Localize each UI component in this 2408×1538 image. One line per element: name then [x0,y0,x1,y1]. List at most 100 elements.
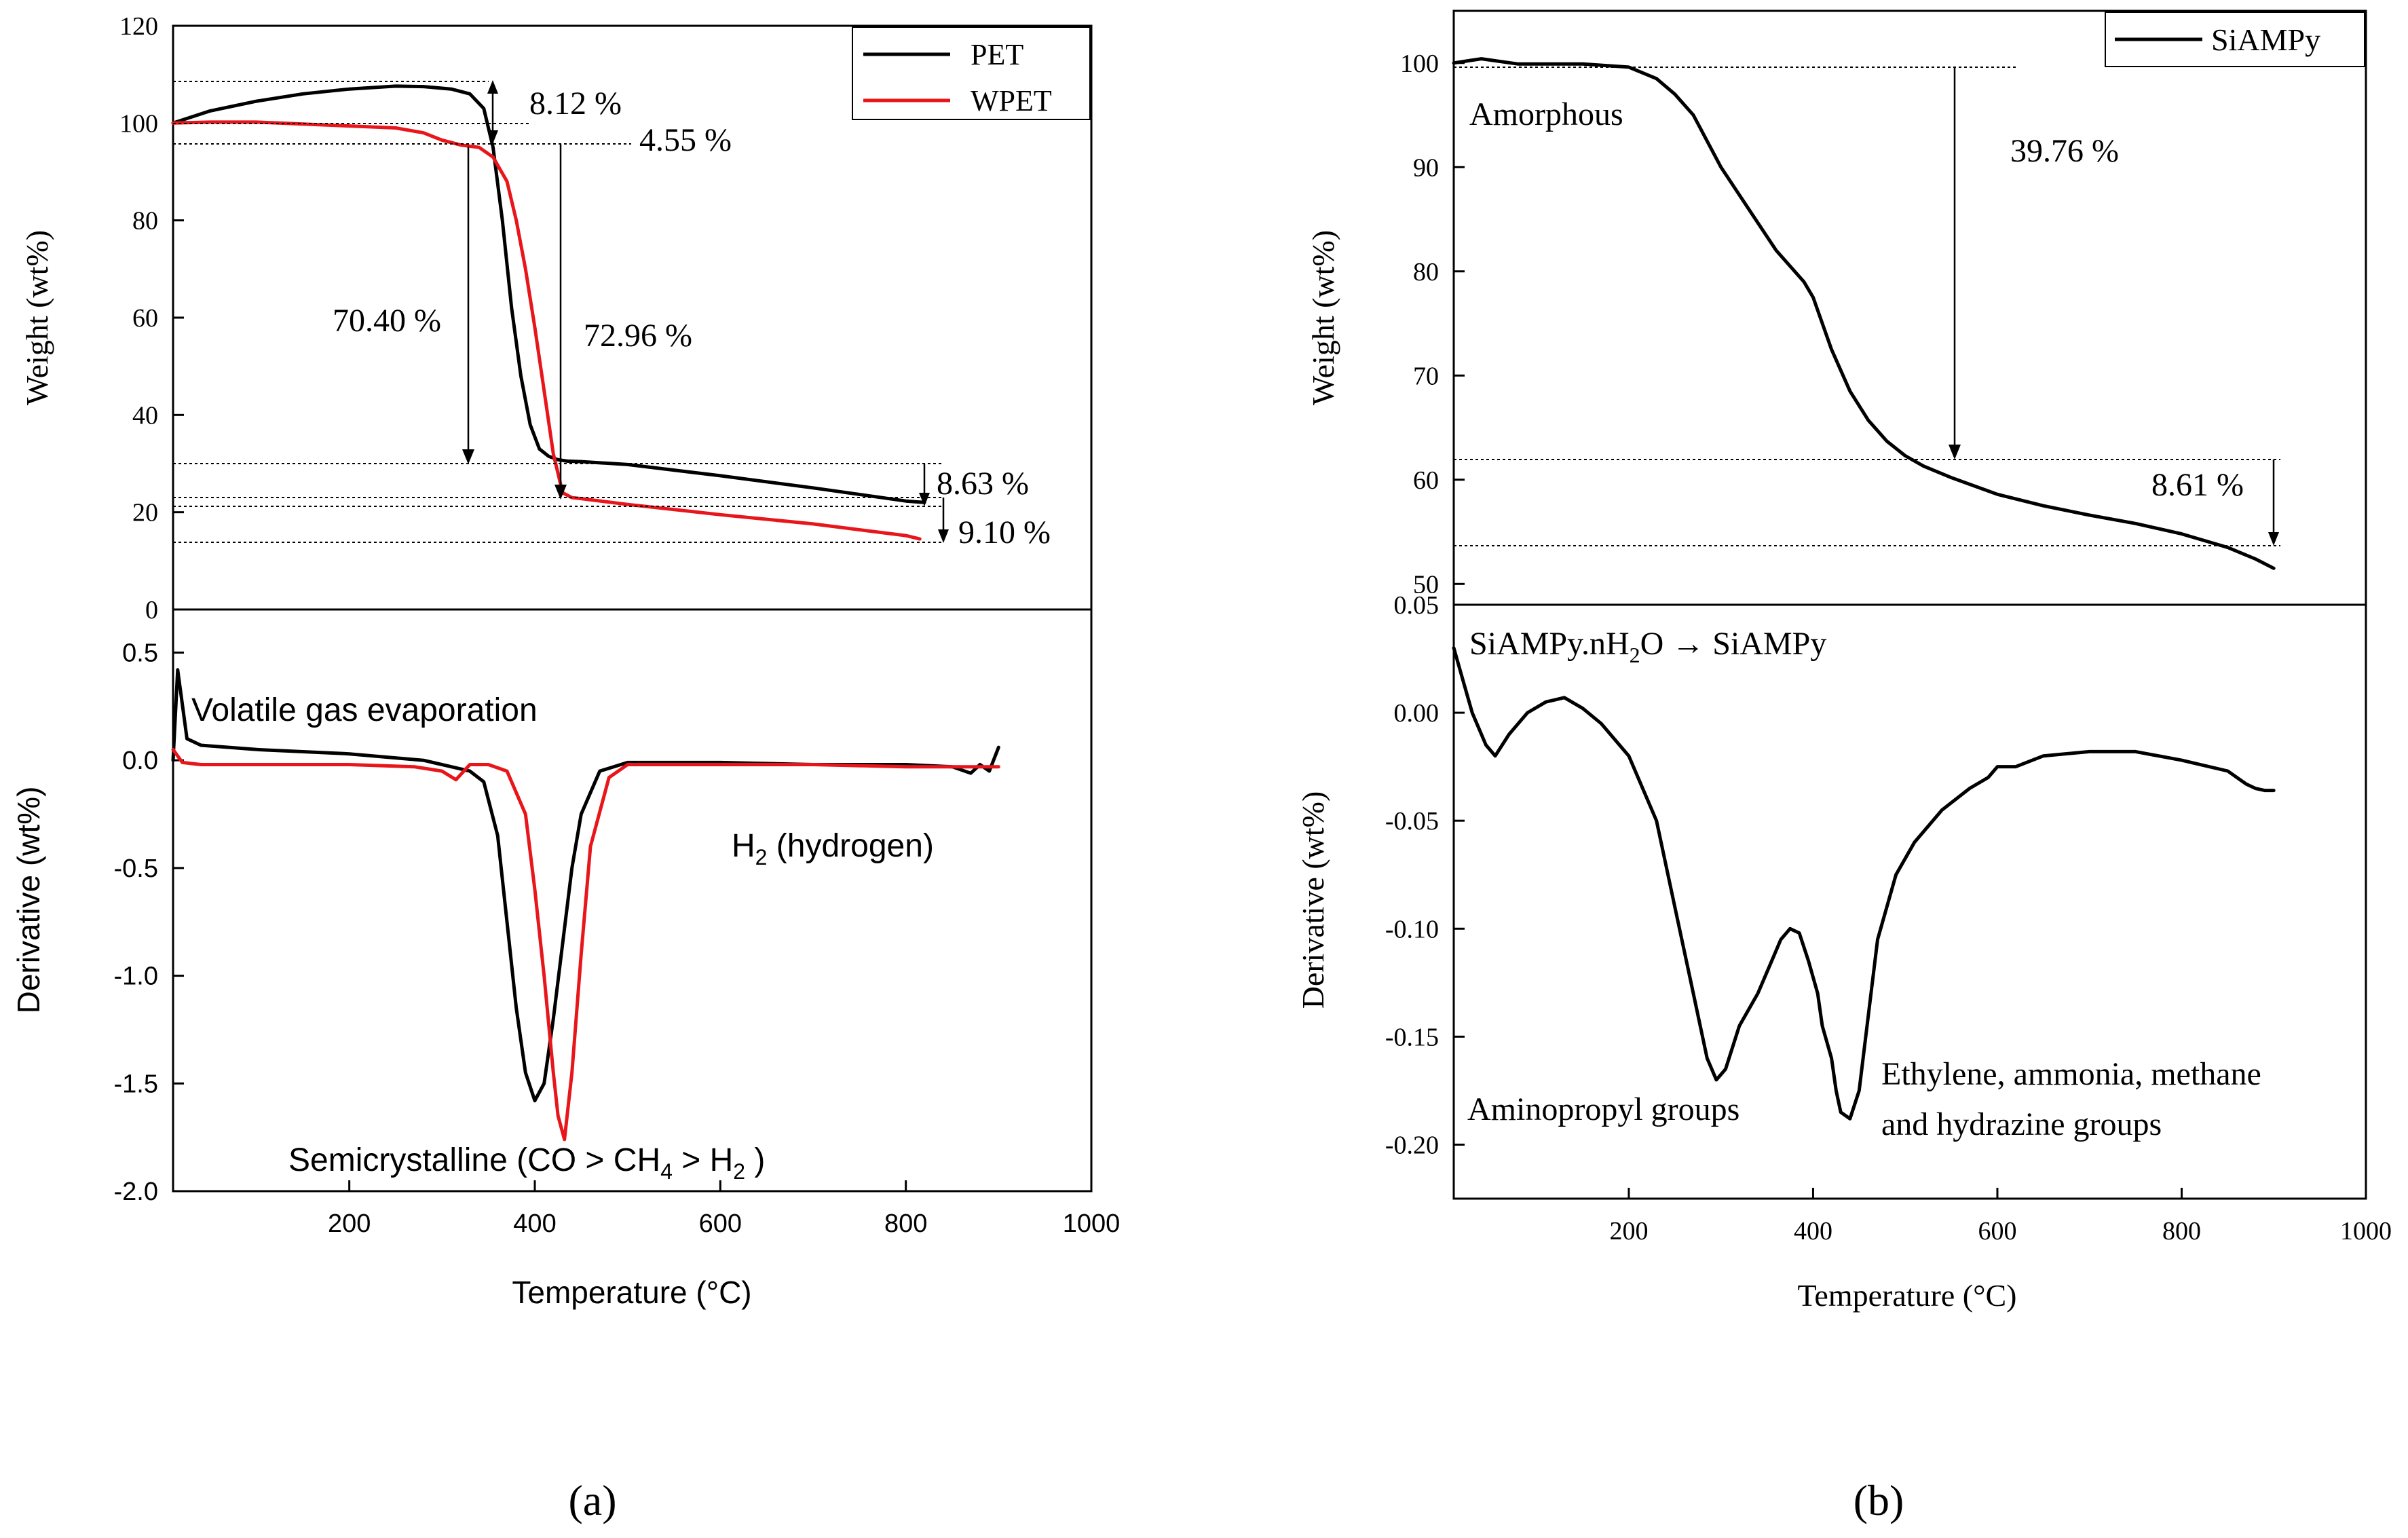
a-dtg-ylabel: Derivative (wt%) [11,787,46,1014]
a-tga-ylabel: Weight (wt%) [20,230,54,405]
y-tick-label: 0 [145,596,158,624]
b-ann-ethylene-1: Ethylene, ammonia, methane [1881,1056,2261,1092]
y-tick-label: -0.10 [1385,915,1439,943]
a-legend-wpet-label: WPET [971,84,1052,117]
a-ann-semi-2: > H [673,1142,733,1178]
x-tick-label: 800 [2162,1217,2201,1245]
a-arrowhead-7296 [554,485,567,500]
a-ann-hydrogen: H2 (hydrogen) [732,828,934,869]
y-tick-label: 60 [1413,466,1439,495]
b-ann-reaction: SiAMPy.nH2O → SiAMPy [1469,626,1826,667]
y-tick-label: 0.5 [122,639,158,667]
panel-b: 50 60 70 80 90 100 -0.20 -0.15 -0.10 -0.05 0.00 0.… [1296,10,2392,1524]
a-tga-y-ticks: 0 20 40 60 80 100 120 [119,12,184,624]
a-arrowhead-812-down [487,130,498,144]
a-dtg-wpet-line [171,747,1000,1142]
y-tick-label: 0.05 [1394,591,1440,620]
b-tga-siampy-line [1452,57,2276,570]
a-ann-semi-3: ) [745,1142,765,1178]
b-guides [1454,67,2280,546]
y-tick-label: 60 [132,304,158,333]
a-ann-semi-sub4: 4 [660,1159,673,1184]
x-tick-label: 600 [1978,1217,2016,1245]
b-dtg-plot-frame [1452,603,2367,1200]
b-ann-3976: 39.76 % [2010,133,2119,169]
x-tick-label: 400 [1794,1217,1832,1245]
b-legend: SiAMPy [2105,12,2365,67]
y-tick-label: -1.5 [114,1070,158,1098]
a-ann-7296: 72.96 % [584,318,692,354]
y-tick-label: 80 [1413,258,1439,286]
a-guides [173,81,943,543]
b-dtg-ylabel: Derivative (wt%) [1296,791,1330,1009]
a-dtg-pet-line [171,668,1000,1103]
y-tick-label: 50 [1413,570,1439,599]
a-arrowhead-812-up [487,80,498,94]
b-legend-siampy-label: SiAMPy [2211,22,2320,57]
y-tick-label: 70 [1413,362,1439,390]
a-legend: PET WPET [852,26,1091,120]
b-ann-reaction-sub: 2 [1630,643,1640,667]
b-ann-861: 8.61 % [2151,467,2244,503]
panel-b-label: (b) [1854,1476,1904,1524]
a-legend-box [852,26,1091,120]
a-arrowhead-910 [938,529,949,543]
y-tick-label: 100 [119,109,158,138]
b-tga-ylabel: Weight (wt%) [1306,230,1340,405]
b-dtg-ticks: -0.20 -0.15 -0.10 -0.05 0.00 0.05 200 400 600 800… [1385,591,2392,1245]
a-ann-h2-sub: 2 [755,845,768,869]
a-legend-pet-label: PET [971,38,1023,71]
b-ann-aminopropyl: Aminopropyl groups [1467,1091,1739,1127]
x-tick-label: 1000 [1063,1209,1121,1238]
x-tick-label: 1000 [2340,1217,2392,1245]
y-tick-label: 40 [132,401,158,430]
x-tick-label: 400 [513,1209,556,1238]
a-ann-812: 8.12 % [529,86,622,121]
a-xlabel: Temperature (°C) [512,1275,751,1310]
b-arrowhead-3976 [1949,445,1961,459]
a-ann-semi-1: Semicrystalline (CO > CH [288,1142,660,1178]
y-tick-label: 20 [132,499,158,527]
y-tick-label: 90 [1413,153,1439,182]
b-arrowhead-861 [2268,532,2279,546]
y-tick-label: -0.05 [1385,807,1439,836]
a-ann-h2-main: H [732,828,755,864]
y-tick-label: 120 [119,12,158,41]
a-tga-wpet-line [171,120,922,541]
b-xlabel: Temperature (°C) [1798,1278,2017,1313]
y-tick-label: -0.20 [1385,1131,1439,1159]
x-tick-label: 200 [328,1209,371,1238]
a-arrows [462,80,949,543]
x-tick-label: 200 [1609,1217,1648,1245]
b-ann-reaction-pre: SiAMPy.nH [1469,626,1630,662]
a-ann-volatile: Volatile gas evaporation [191,692,538,728]
a-ann-h2-rest: (hydrogen) [767,828,933,864]
y-tick-label: 0.00 [1394,699,1440,728]
a-arrowhead-7040 [462,449,474,464]
a-ann-semicrystalline: Semicrystalline (CO > CH4 > H2 ) [288,1142,765,1184]
y-tick-label: -0.15 [1385,1023,1439,1051]
b-ann-ethylene-2: and hydrazine groups [1881,1106,2162,1142]
b-dtg-siampy-line [1452,646,2276,1121]
b-tga-y-ticks: 50 60 70 80 90 100 [1400,50,1465,599]
b-ann-amorphous: Amorphous [1469,96,1623,132]
b-ann-reaction-post: O → SiAMPy [1640,626,1827,662]
a-tga-pet-line [171,84,926,504]
y-tick-label: -1.0 [114,962,158,991]
a-ann-863: 8.63 % [937,466,1029,502]
panel-a-label: (a) [568,1476,616,1524]
a-dtg-ticks: -2.0 -1.5 -1.0 -0.5 0.0 0.5 200 400 600 800 1000 [114,639,1121,1238]
b-arrows [1949,67,2279,546]
x-tick-label: 800 [884,1209,927,1238]
a-ann-semi-sub2: 2 [733,1159,745,1184]
a-ann-455: 4.55 % [639,122,732,158]
y-tick-label: 100 [1400,50,1439,78]
a-dtg-plot-frame [172,608,1093,1193]
x-tick-label: 600 [699,1209,742,1238]
a-arrowhead-863 [919,493,930,506]
a-ann-910: 9.10 % [958,514,1051,550]
y-tick-label: 0.0 [122,747,158,775]
y-tick-label: 80 [132,207,158,236]
